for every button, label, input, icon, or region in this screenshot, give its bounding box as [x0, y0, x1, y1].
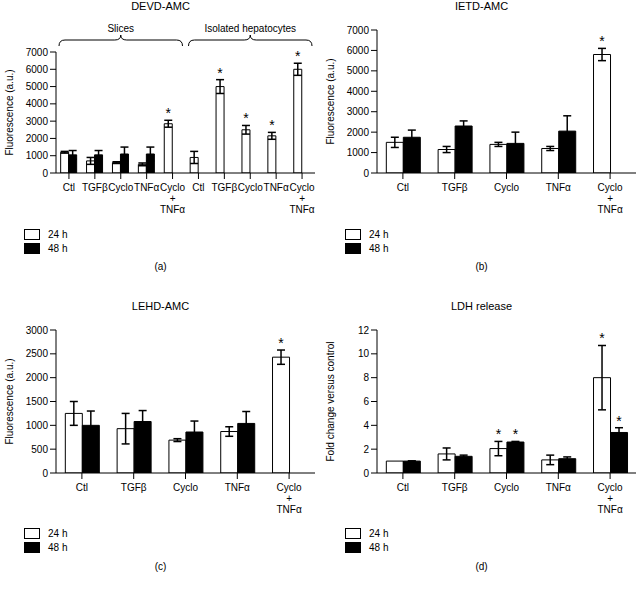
svg-text:Ctl: Ctl — [397, 482, 409, 493]
html-text:(d): (d) — [475, 560, 488, 572]
html-text:(a): (a) — [154, 261, 167, 272]
html-text:48 h: 48 h — [369, 542, 389, 553]
svg-text:Fluorescence (a.u.): Fluorescence (a.u.) — [325, 58, 336, 144]
html-text:24 h: 24 h — [369, 528, 389, 539]
svg-text:Isolated hepatocytes: Isolated hepatocytes — [204, 23, 296, 34]
svg-text:*: * — [295, 48, 301, 64]
svg-text:Fold change versus control: Fold change versus control — [325, 341, 336, 461]
svg-text:2000: 2000 — [26, 372, 49, 383]
svg-text:TGFβ: TGFβ — [211, 182, 237, 193]
svg-text:*: * — [269, 117, 275, 133]
svg-text:Cyclo: Cyclo — [238, 182, 263, 193]
svg-text:Cyclo: Cyclo — [494, 482, 519, 493]
svg-text:TNFα: TNFα — [546, 482, 571, 493]
svg-text:2000: 2000 — [347, 127, 370, 138]
svg-text:*: * — [616, 412, 622, 428]
svg-text:Cyclo: Cyclo — [108, 182, 133, 193]
svg-text:1000: 1000 — [347, 147, 370, 158]
svg-text:TNFα: TNFα — [264, 182, 289, 193]
svg-text:Fluorescence (a.u.): Fluorescence (a.u.) — [8, 69, 15, 155]
svg-text:Ctl: Ctl — [192, 182, 204, 193]
svg-text:1000: 1000 — [26, 150, 49, 161]
svg-text:TGFβ: TGFβ — [442, 482, 468, 493]
svg-text:1000: 1000 — [26, 419, 49, 430]
svg-text:3000: 3000 — [26, 116, 49, 127]
svg-text:Cyclo+TNFα: Cyclo+TNFα — [597, 182, 623, 215]
html-text:LDH release: LDH release — [450, 299, 513, 312]
svg-text:*: * — [496, 426, 502, 442]
svg-text:7000: 7000 — [347, 25, 370, 36]
svg-text:Slices: Slices — [107, 23, 134, 34]
html-text:LEHD-AMC: LEHD-AMC — [131, 299, 190, 312]
svg-text:TGFβ: TGFβ — [442, 182, 468, 193]
svg-text:Cyclo+TNFα: Cyclo+TNFα — [597, 482, 623, 515]
svg-text:TGFβ: TGFβ — [82, 182, 108, 193]
svg-text:4000: 4000 — [347, 86, 370, 97]
svg-text:0: 0 — [363, 467, 369, 478]
svg-text:Ctl: Ctl — [76, 482, 88, 493]
svg-text:0: 0 — [42, 168, 48, 179]
svg-text:500: 500 — [31, 443, 48, 454]
svg-text:TNFα: TNFα — [546, 182, 571, 193]
html-text:48 h: 48 h — [48, 542, 68, 553]
svg-text:4: 4 — [363, 419, 369, 430]
svg-text:TGFβ: TGFβ — [121, 482, 147, 493]
svg-text:TNFα: TNFα — [225, 482, 250, 493]
svg-text:8: 8 — [363, 372, 369, 383]
html-text:24 h: 24 h — [369, 228, 389, 240]
html-text:(c): (c) — [154, 560, 167, 572]
svg-text:10: 10 — [358, 348, 370, 359]
svg-text:Ctl: Ctl — [397, 182, 409, 193]
svg-text:6: 6 — [363, 396, 369, 407]
svg-text:0: 0 — [42, 467, 48, 478]
svg-text:*: * — [513, 426, 519, 442]
svg-text:2000: 2000 — [26, 133, 49, 144]
svg-text:4000: 4000 — [26, 98, 49, 109]
svg-text:Fluorescence (a.u.): Fluorescence (a.u.) — [8, 358, 15, 444]
svg-text:Cyclo+TNFα: Cyclo+TNFα — [276, 482, 302, 515]
svg-text:Cyclo+TNFα: Cyclo+TNFα — [289, 182, 315, 215]
svg-text:3000: 3000 — [347, 106, 370, 117]
svg-text:1500: 1500 — [26, 396, 49, 407]
svg-text:TNFα: TNFα — [134, 182, 159, 193]
svg-text:Cyclo+TNFα: Cyclo+TNFα — [160, 182, 186, 215]
svg-text:12: 12 — [358, 324, 370, 335]
svg-text:2: 2 — [363, 443, 369, 454]
svg-text:Cyclo: Cyclo — [494, 182, 519, 193]
svg-text:2500: 2500 — [26, 348, 49, 359]
html-text:48 h: 48 h — [48, 242, 68, 254]
svg-text:Cyclo: Cyclo — [173, 482, 198, 493]
svg-text:*: * — [217, 65, 223, 81]
svg-text:*: * — [166, 105, 172, 121]
svg-text:*: * — [599, 330, 605, 346]
html-text:24 h: 24 h — [48, 528, 68, 539]
svg-text:Ctl: Ctl — [63, 182, 75, 193]
svg-text:5000: 5000 — [26, 81, 49, 92]
svg-text:3000: 3000 — [26, 324, 49, 335]
html-text:IETD-AMC: IETD-AMC — [454, 0, 509, 12]
html-text:DEVD-AMC: DEVD-AMC — [131, 0, 190, 12]
svg-text:6000: 6000 — [26, 64, 49, 75]
html-text:(b): (b) — [475, 261, 488, 272]
svg-text:*: * — [243, 110, 249, 126]
html-text:48 h: 48 h — [369, 242, 389, 254]
svg-text:6000: 6000 — [347, 45, 370, 56]
svg-text:*: * — [278, 335, 284, 351]
svg-text:7000: 7000 — [26, 47, 49, 58]
svg-text:*: * — [599, 33, 605, 49]
html-text:24 h: 24 h — [48, 228, 68, 240]
svg-text:0: 0 — [363, 168, 369, 179]
svg-text:5000: 5000 — [347, 65, 370, 76]
